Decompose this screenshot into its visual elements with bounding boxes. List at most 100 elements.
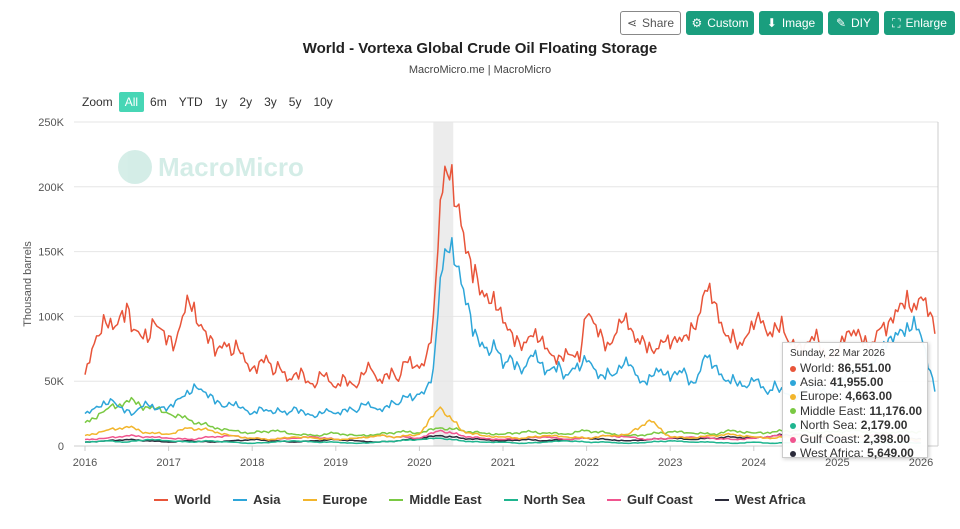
range-10y[interactable]: 10y: [313, 95, 333, 109]
range-selector: Zoom All 6m YTD 1y 2y 3y 5y 10y: [76, 92, 339, 112]
legend-swatch-icon: [302, 498, 317, 501]
gear-icon: ⚙: [691, 16, 703, 30]
series-dot-icon: [790, 451, 796, 458]
tooltip: Sunday, 22 Mar 2026 World: 86,551.00 Asia…: [782, 342, 928, 460]
share-button[interactable]: ⋖ Share: [620, 11, 681, 35]
chart-title: World - Vortexa Global Crude Oil Floatin…: [302, 40, 658, 57]
series-line-europe: [84, 406, 922, 442]
tooltip-series-name: Gulf Coast: [800, 432, 857, 447]
x-tick-label: 2019: [324, 457, 348, 469]
range-6m[interactable]: 6m: [150, 95, 167, 109]
svg-text:MacroMicro: MacroMicro: [158, 152, 304, 182]
x-tick-label: 2018: [240, 457, 264, 469]
x-tick-label: 2022: [574, 457, 598, 469]
tooltip-value: 5,649.00: [867, 446, 914, 461]
range-3y[interactable]: 3y: [264, 95, 277, 109]
legend-swatch-icon: [714, 498, 729, 501]
series-dot-icon: [790, 408, 796, 415]
y-tick-label: 100K: [38, 311, 64, 323]
tooltip-series-name: Middle East: [800, 403, 863, 418]
tooltip-row: Europe: 4,663.00: [790, 389, 920, 403]
share-icon: ⋖: [626, 16, 638, 30]
y-tick-label: 250K: [38, 117, 64, 129]
legend-label: West Africa: [734, 492, 806, 507]
y-tick-label: 0: [58, 441, 64, 453]
tooltip-row: World: 86,551.00: [790, 361, 920, 375]
series-line-middle-east: [84, 396, 921, 437]
x-tick-label: 2026: [909, 457, 933, 469]
legend-label: World: [174, 492, 212, 507]
legend-item[interactable]: Middle East: [389, 492, 482, 507]
legend-label: Europe: [322, 492, 368, 507]
tooltip-series-name: Asia: [800, 375, 824, 390]
x-tick-label: 2025: [825, 457, 849, 469]
legend-swatch-icon: [389, 498, 404, 501]
tooltip-value: 2,398.00: [863, 432, 911, 447]
legend-swatch-icon: [606, 498, 621, 501]
range-all[interactable]: All: [118, 92, 145, 112]
y-axis-label: Thousand barrels: [22, 241, 34, 327]
series-dot-icon: [790, 422, 796, 429]
legend-label: North Sea: [523, 492, 585, 507]
x-tick-label: 2021: [491, 457, 515, 469]
tooltip-value: 2,179.00: [860, 417, 908, 432]
zoom-label: Zoom: [82, 95, 113, 109]
x-tick-label: 2017: [156, 457, 180, 469]
x-tick-label: 2016: [73, 457, 97, 469]
range-2y[interactable]: 2y: [239, 95, 253, 109]
tooltip-series-name: North Sea: [800, 417, 855, 432]
x-tick-label: 2023: [658, 457, 682, 469]
legend: World Asia Europe Middle East North Sea Gulf …: [0, 492, 960, 507]
range-1y[interactable]: 1y: [214, 95, 228, 109]
series-dot-icon: [790, 436, 796, 443]
enlarge-button[interactable]: ⛶ Enlarge: [884, 11, 955, 35]
y-tick-label: 150K: [38, 247, 64, 259]
tooltip-value: 11,176.00: [869, 403, 923, 418]
tooltip-value: 41,955.00: [830, 375, 884, 390]
tooltip-row: Gulf Coast: 2,398.00: [790, 432, 920, 446]
expand-icon: ⛶: [892, 15, 901, 30]
legend-swatch-icon: [233, 498, 248, 501]
legend-item[interactable]: Gulf Coast: [606, 492, 693, 507]
series-dot-icon: [790, 365, 796, 372]
shaded-band: [433, 122, 454, 446]
series-dot-icon: [790, 394, 796, 401]
y-tick-label: 200K: [38, 182, 64, 194]
tooltip-series-name: Europe: [800, 389, 839, 404]
legend-item[interactable]: Europe: [302, 492, 368, 507]
series-line-gulf-coast: [84, 429, 922, 444]
tooltip-value: 4,663.00: [845, 389, 893, 404]
legend-label: Gulf Coast: [626, 492, 693, 507]
legend-item[interactable]: West Africa: [714, 492, 806, 507]
legend-item[interactable]: World: [154, 492, 211, 507]
watermark: MacroMicro: [118, 150, 304, 184]
legend-item[interactable]: North Sea: [503, 492, 585, 507]
tooltip-row: North Sea: 2,179.00: [790, 418, 920, 432]
custom-button[interactable]: ⚙ Custom: [686, 11, 754, 35]
x-tick-label: 2024: [742, 457, 766, 469]
legend-swatch-icon: [154, 498, 169, 501]
image-button[interactable]: ⬇ Image: [759, 11, 823, 35]
tooltip-value: 86,551.00: [837, 361, 892, 375]
download-icon: ⬇: [766, 16, 777, 30]
tooltip-series-name: World: [800, 361, 832, 375]
series-dot-icon: [790, 380, 796, 387]
legend-item[interactable]: Asia: [233, 492, 281, 507]
series-line-north-sea: [84, 437, 922, 445]
tooltip-date: Sunday, 22 Mar 2026: [790, 348, 885, 359]
range-ytd[interactable]: YTD: [178, 95, 203, 109]
y-tick-label: 50K: [44, 376, 64, 388]
tooltip-series-name: West Africa: [800, 446, 861, 461]
diy-button[interactable]: ✎ DIY: [828, 11, 879, 35]
tooltip-row: Middle East: 11,176.00: [790, 403, 923, 418]
pencil-icon: ✎: [835, 16, 847, 30]
legend-label: Asia: [253, 492, 281, 507]
chart-subtitle: MacroMicro.me | MacroMicro: [408, 64, 552, 76]
tooltip-row: West Africa: 5,649.00: [790, 446, 920, 460]
range-5y[interactable]: 5y: [288, 95, 302, 109]
tooltip-row: Asia: 41,955.00: [790, 375, 920, 389]
series-line-world: [84, 163, 936, 389]
legend-swatch-icon: [503, 498, 518, 501]
legend-label: Middle East: [409, 492, 482, 507]
x-tick-label: 2020: [407, 457, 431, 469]
